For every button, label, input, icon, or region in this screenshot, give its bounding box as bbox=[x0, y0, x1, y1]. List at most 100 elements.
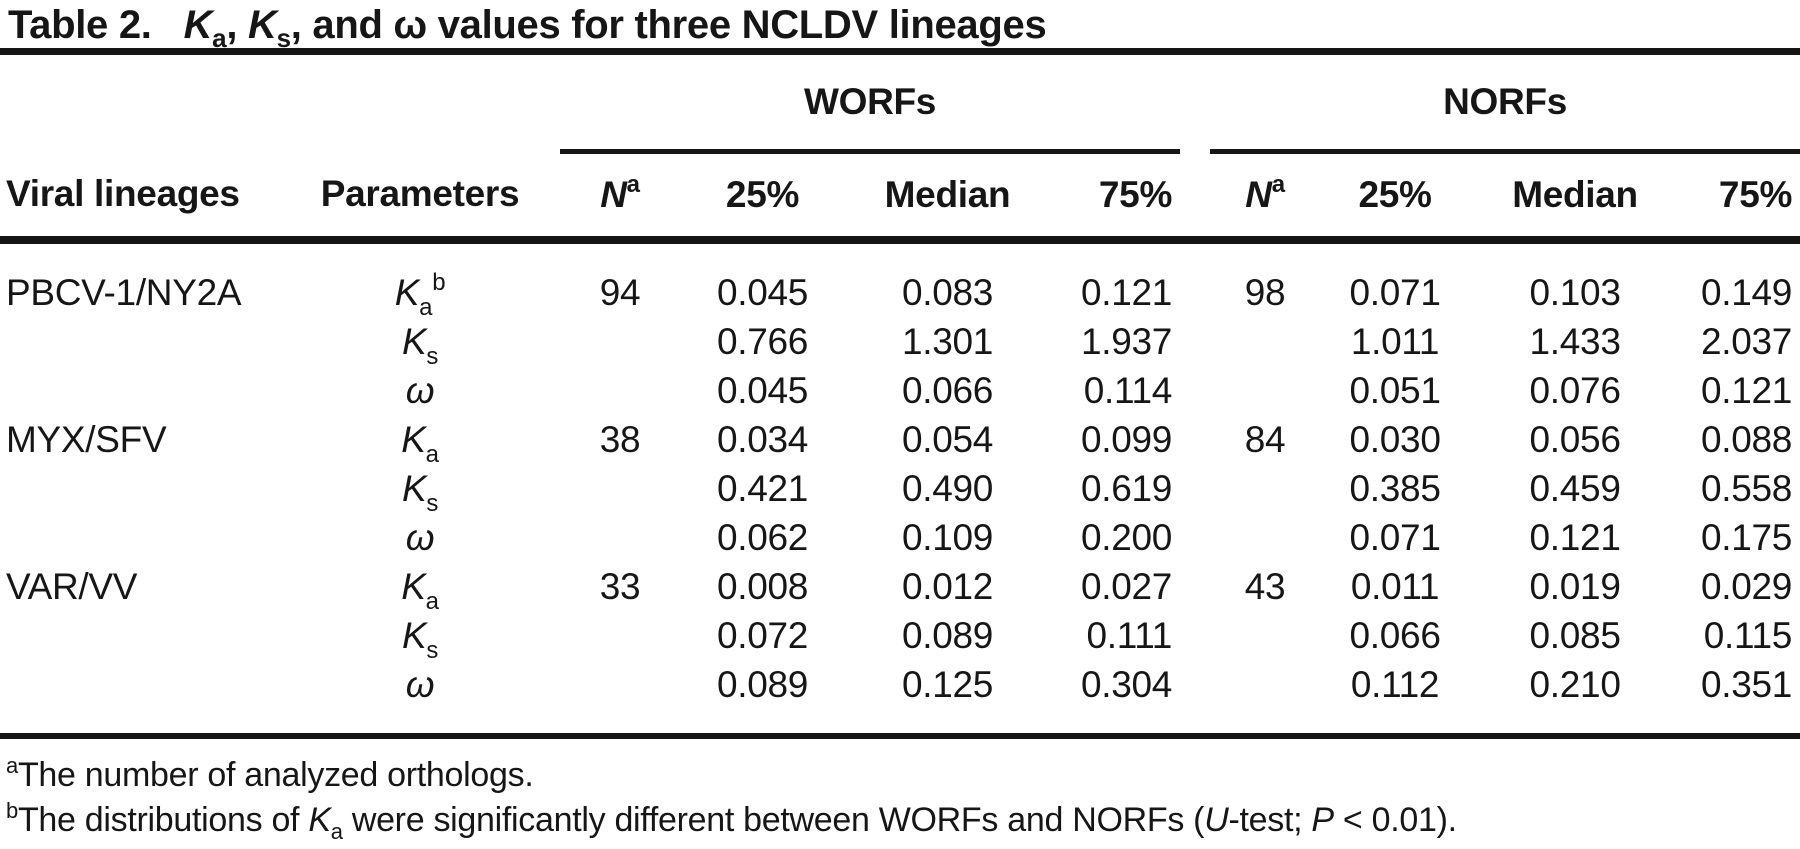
footnote-b-text4: < 0.01). bbox=[1333, 801, 1457, 839]
footnote-a: aThe number of analyzed orthologs. bbox=[6, 753, 1800, 798]
cell-median-norfs: 1.433 bbox=[1529, 321, 1621, 362]
cell-n-norfs bbox=[1210, 660, 1320, 736]
cell-median-worfs: 1.301 bbox=[901, 321, 994, 362]
cell-median-worfs: 0.054 bbox=[901, 419, 994, 460]
cell-gap bbox=[1180, 660, 1210, 736]
cell-lineage bbox=[0, 513, 280, 562]
cell-parameter: ω bbox=[280, 366, 560, 415]
cell-n-norfs bbox=[1210, 366, 1320, 415]
parameter-symbol: K bbox=[401, 615, 427, 656]
cell-75-worfs: 0.121 bbox=[1080, 272, 1173, 313]
cell-median-norfs: 0.019 bbox=[1529, 566, 1621, 607]
cell-25-worfs: 0.089 bbox=[716, 664, 809, 705]
footnote-b-text3: -test; bbox=[1228, 801, 1312, 839]
cell-25-norfs: 0.071 bbox=[1349, 272, 1441, 313]
cell-25-worfs: 0.034 bbox=[716, 419, 809, 460]
cell-75-norfs: 0.558 bbox=[1700, 468, 1793, 509]
cell-gap bbox=[1180, 513, 1210, 562]
footnote-b-text2: were significantly different between WOR… bbox=[342, 801, 1205, 839]
parameter-sub: a bbox=[425, 441, 439, 468]
cell-75-norfs: 0.115 bbox=[1703, 615, 1793, 656]
cell-gap bbox=[1180, 317, 1210, 366]
title-k2-sub: s bbox=[276, 23, 291, 53]
parameter-symbol: K bbox=[401, 566, 426, 607]
group-header-norfs: NORFs bbox=[1210, 55, 1800, 154]
cell-parameter: Ks bbox=[280, 611, 560, 663]
cell-parameter: Kab bbox=[280, 240, 560, 320]
cell-n-norfs bbox=[1210, 611, 1320, 660]
parameter-symbol: ω bbox=[405, 370, 435, 411]
cell-gap bbox=[1180, 464, 1210, 513]
cell-n-norfs: 84 bbox=[1244, 419, 1286, 460]
cell-75-norfs: 0.149 bbox=[1700, 272, 1793, 313]
group-header-gap bbox=[1180, 55, 1210, 152]
cell-25-norfs: 0.385 bbox=[1349, 468, 1441, 509]
column-header-75-norfs: 75% bbox=[1680, 151, 1800, 244]
parameter-sub: s bbox=[426, 637, 439, 664]
cell-median-norfs: 0.103 bbox=[1529, 272, 1621, 313]
cell-median-norfs: 0.076 bbox=[1529, 370, 1621, 411]
cell-median-norfs: 0.085 bbox=[1529, 615, 1621, 656]
cell-median-worfs: 0.125 bbox=[901, 664, 994, 705]
cell-25-norfs: 0.071 bbox=[1349, 517, 1441, 558]
column-header-parameters: Parameters bbox=[280, 151, 560, 244]
cell-n-worfs bbox=[560, 513, 680, 562]
cell-75-worfs: 0.111 bbox=[1086, 615, 1173, 656]
cell-median-worfs: 0.012 bbox=[901, 566, 994, 607]
group-header-worfs: WORFs bbox=[560, 55, 1181, 154]
parameter-sub: a bbox=[419, 294, 433, 321]
column-header-n-norfs: Na bbox=[1210, 151, 1321, 244]
cell-25-norfs: 1.011 bbox=[1350, 321, 1440, 362]
cell-75-worfs: 0.027 bbox=[1080, 566, 1173, 607]
group-header-row: WORFs NORFs bbox=[0, 55, 1800, 154]
cell-n-worfs: 94 bbox=[599, 272, 641, 313]
cell-median-norfs: 0.121 bbox=[1529, 517, 1621, 558]
cell-lineage: PBCV-1/NY2A bbox=[6, 272, 242, 313]
title-sep2: , bbox=[290, 3, 313, 47]
footnote-b-text1: The distributions of bbox=[17, 801, 309, 839]
table-row: PBCV-1/NY2A Kab 94 0.045 0.083 0.121 98 … bbox=[0, 240, 1800, 320]
cell-75-norfs: 2.037 bbox=[1700, 321, 1793, 362]
cell-75-norfs: 0.088 bbox=[1700, 419, 1793, 460]
cell-median-worfs: 0.490 bbox=[901, 468, 994, 509]
cell-gap bbox=[1180, 611, 1210, 660]
table-title: Table 2. Ka, Ks, and ω values for three N… bbox=[0, 0, 1800, 51]
cell-75-worfs: 1.937 bbox=[1080, 321, 1173, 362]
cell-25-norfs: 0.030 bbox=[1349, 419, 1441, 460]
table-row: Ks 0.766 1.301 1.937 1.011 1.433 2.037 bbox=[0, 317, 1800, 369]
cell-median-worfs: 0.109 bbox=[901, 517, 994, 558]
cell-median-norfs: 0.459 bbox=[1529, 468, 1621, 509]
column-header-median-worfs: Median bbox=[845, 151, 1050, 244]
footnote-a-marker: a bbox=[6, 753, 18, 778]
column-header-75-worfs: 75% bbox=[1050, 151, 1181, 244]
cell-25-norfs: 0.112 bbox=[1350, 664, 1440, 705]
parameter-sub: s bbox=[426, 490, 439, 517]
u-test-symbol: U bbox=[1204, 801, 1229, 839]
footnote-a-text: The number of analyzed orthologs. bbox=[17, 756, 534, 794]
table-row: ω 0.062 0.109 0.200 0.071 0.121 0.175 bbox=[0, 513, 1800, 562]
cell-median-norfs: 0.056 bbox=[1529, 419, 1621, 460]
cell-n-worfs bbox=[560, 464, 680, 513]
cell-n-worfs: 33 bbox=[599, 566, 641, 607]
cell-median-norfs: 0.210 bbox=[1529, 664, 1621, 705]
cell-75-norfs: 0.121 bbox=[1700, 370, 1793, 411]
n-footnote-marker: a bbox=[1271, 171, 1285, 198]
title-rest: and ω values for three NCLDV lineages bbox=[312, 3, 1047, 47]
cell-median-worfs: 0.083 bbox=[901, 272, 994, 313]
column-header-25-norfs: 25% bbox=[1320, 151, 1471, 244]
cell-parameter: Ka bbox=[280, 415, 560, 467]
cell-n-worfs bbox=[560, 660, 680, 736]
footnote-b-marker: b bbox=[6, 798, 18, 823]
parameter-sub: a bbox=[425, 588, 439, 615]
table-row: ω 0.045 0.066 0.114 0.051 0.076 0.121 bbox=[0, 366, 1800, 415]
title-sep1: , bbox=[226, 3, 248, 47]
cell-lineage: MYX/SFV bbox=[6, 419, 167, 460]
p-value-symbol: P bbox=[1311, 801, 1334, 839]
footnote-b: bThe distributions of Ka were significan… bbox=[6, 798, 1800, 843]
cell-parameter: ω bbox=[280, 513, 560, 562]
title-rule bbox=[0, 48, 1800, 55]
footnotes: aThe number of analyzed orthologs. bThe … bbox=[0, 739, 1800, 843]
cell-parameter: Ks bbox=[280, 464, 560, 516]
table-row: Ks 0.421 0.490 0.619 0.385 0.459 0.558 bbox=[0, 464, 1800, 516]
cell-gap bbox=[1180, 366, 1210, 415]
